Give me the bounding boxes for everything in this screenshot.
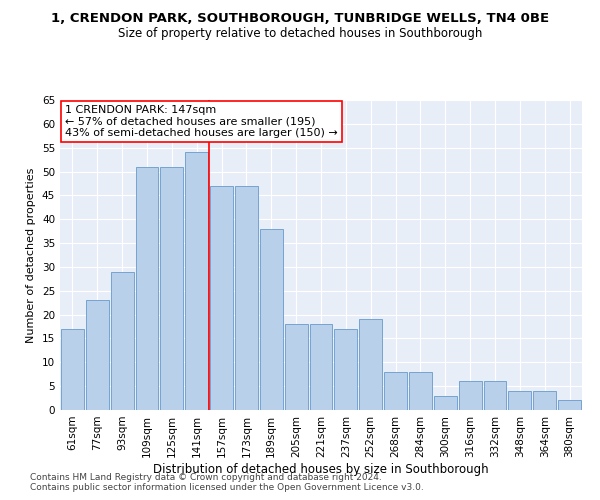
Bar — [160, 167, 183, 410]
Bar — [86, 300, 109, 410]
Bar — [558, 400, 581, 410]
Bar — [285, 324, 308, 410]
Bar — [260, 229, 283, 410]
Bar — [310, 324, 332, 410]
Text: 1, CRENDON PARK, SOUTHBOROUGH, TUNBRIDGE WELLS, TN4 0BE: 1, CRENDON PARK, SOUTHBOROUGH, TUNBRIDGE… — [51, 12, 549, 26]
Bar — [61, 329, 84, 410]
Bar — [136, 167, 158, 410]
Bar — [484, 382, 506, 410]
Bar — [334, 329, 357, 410]
Bar — [409, 372, 432, 410]
Bar — [210, 186, 233, 410]
Bar — [384, 372, 407, 410]
Bar — [235, 186, 258, 410]
Bar — [434, 396, 457, 410]
Y-axis label: Number of detached properties: Number of detached properties — [26, 168, 37, 342]
Bar — [111, 272, 134, 410]
Bar — [508, 391, 531, 410]
Text: Size of property relative to detached houses in Southborough: Size of property relative to detached ho… — [118, 28, 482, 40]
Bar — [533, 391, 556, 410]
Text: Contains public sector information licensed under the Open Government Licence v3: Contains public sector information licen… — [30, 484, 424, 492]
X-axis label: Distribution of detached houses by size in Southborough: Distribution of detached houses by size … — [153, 462, 489, 475]
Text: 1 CRENDON PARK: 147sqm
← 57% of detached houses are smaller (195)
43% of semi-de: 1 CRENDON PARK: 147sqm ← 57% of detached… — [65, 104, 338, 138]
Bar — [185, 152, 208, 410]
Bar — [459, 382, 482, 410]
Text: Contains HM Land Registry data © Crown copyright and database right 2024.: Contains HM Land Registry data © Crown c… — [30, 474, 382, 482]
Bar — [359, 320, 382, 410]
